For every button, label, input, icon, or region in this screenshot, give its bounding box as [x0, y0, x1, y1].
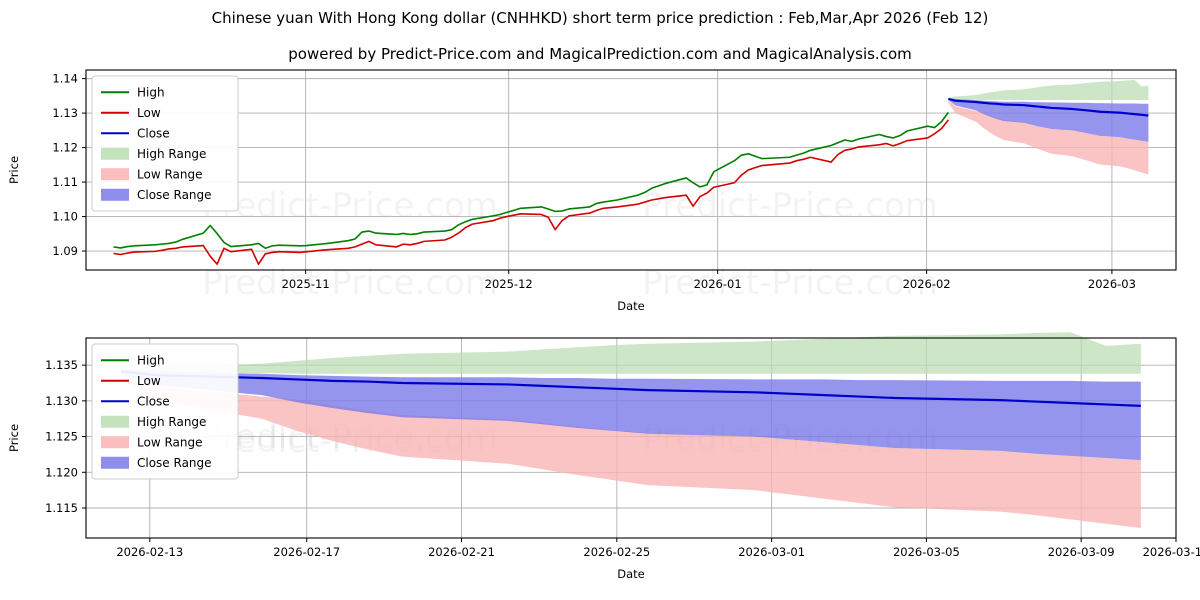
bottom-forecast-chart: Predict-Price.comPredict-Price.comPredic…	[0, 330, 1200, 600]
legend-item-high[interactable]: High	[101, 85, 165, 99]
x-tick-label: 2026-03	[1088, 277, 1136, 291]
legend-item-low-range[interactable]: Low Range	[101, 167, 202, 181]
x-axis-label: Date	[617, 567, 645, 581]
legend-band-swatch	[101, 168, 129, 181]
legend-band-swatch	[101, 188, 129, 201]
legend-item-low[interactable]: Low	[101, 374, 161, 388]
x-tick-label: 2026-03-05	[893, 545, 960, 559]
x-tick-label: 2026-02-17	[273, 545, 340, 559]
legend-item-close[interactable]: Close	[101, 394, 170, 408]
x-tick-label: 2026-02-25	[583, 545, 650, 559]
page-title: Chinese yuan With Hong Kong dollar (CNHH…	[211, 9, 989, 27]
x-axis-label: Date	[617, 299, 645, 313]
x-tick-label: 2026-02-13	[116, 545, 183, 559]
legend-item-label: Close	[137, 126, 170, 140]
y-axis-label: Price	[7, 156, 21, 184]
y-tick-label: 1.130	[45, 394, 78, 408]
y-tick-label: 1.11	[52, 175, 78, 189]
x-tick-label: 2026-03-09	[1048, 545, 1115, 559]
svg-text:Predict-Price.com: Predict-Price.com	[642, 186, 938, 226]
page-subtitle: powered by Predict-Price.com and Magical…	[288, 45, 912, 63]
legend-item-label: Close Range	[137, 456, 212, 470]
close-range-band	[121, 369, 1141, 461]
legend-item-label: Low	[137, 374, 161, 388]
legend-band-swatch	[101, 436, 129, 449]
legend-item-label: Low Range	[137, 435, 202, 449]
y-tick-label: 1.125	[45, 430, 78, 444]
legend-item-label: High Range	[137, 147, 206, 161]
top-price-chart: Predict-Price.com Predict-Price.com Predic…	[0, 62, 1200, 330]
x-tick-label: 2026-02	[903, 277, 951, 291]
legend-band-swatch	[101, 456, 129, 469]
svg-text:Predict-Price.com: Predict-Price.com	[642, 263, 938, 303]
svg-text:Predict-Price.com: Predict-Price.com	[202, 186, 498, 226]
forecast-bands	[948, 80, 1149, 175]
plot-frame	[85, 337, 1177, 539]
legend-item-label: Close Range	[137, 188, 212, 202]
legend-item-low[interactable]: Low	[101, 106, 161, 120]
legend-item-high-range[interactable]: High Range	[101, 147, 206, 161]
legend-item-label: High	[137, 353, 165, 367]
y-axis: 1.115 1.120 1.125 1.130 1.135	[45, 358, 86, 515]
legend-item-close-range[interactable]: Close Range	[101, 456, 212, 470]
y-tick-label: 1.120	[45, 465, 78, 479]
plot-frame	[85, 69, 1177, 271]
y-tick-label: 1.14	[52, 72, 78, 86]
top-chart-container: Predict-Price.com Predict-Price.com Predic…	[0, 62, 1200, 330]
x-axis: 2025-11 2025-12 2026-01 2026-02 2026-03	[282, 270, 1136, 291]
legend-item-close[interactable]: Close	[101, 126, 170, 140]
grid-lines	[86, 70, 1176, 270]
close-range-band	[948, 97, 1149, 142]
legend-item-label: Low Range	[137, 167, 202, 181]
legend: High Low Close High Range Low Range Close Ran…	[91, 75, 239, 212]
legend-band-swatch	[101, 147, 129, 160]
y-tick-label: 1.12	[52, 141, 78, 155]
legend-item-label: Close	[137, 394, 170, 408]
x-axis: 2026-02-13 2026-02-17 2026-02-21 2026-02-25…	[116, 538, 1200, 559]
y-tick-label: 1.135	[45, 358, 78, 372]
close-line	[948, 97, 1149, 117]
close-line	[121, 370, 1141, 407]
high-range-band	[121, 332, 1141, 374]
x-tick-label: 2026-01	[694, 277, 742, 291]
x-tick-label: 2026-03-01	[738, 545, 805, 559]
x-tick-label: 2026-03-13	[1143, 545, 1200, 559]
high-range-band	[948, 80, 1149, 100]
y-tick-label: 1.13	[52, 106, 78, 120]
legend-item-close-range[interactable]: Close Range	[101, 188, 212, 202]
svg-text:Predict-Price.com: Predict-Price.com	[202, 263, 498, 303]
high-line	[113, 111, 949, 250]
y-axis-label: Price	[7, 424, 21, 452]
forecast-bands	[121, 332, 1141, 528]
legend-item-label: Low	[137, 106, 161, 120]
legend-item-low-range[interactable]: Low Range	[101, 435, 202, 449]
legend-item-label: High Range	[137, 415, 206, 429]
legend-item-high-range[interactable]: High Range	[101, 415, 206, 429]
legend-band-swatch	[101, 415, 129, 428]
x-tick-label: 2025-12	[485, 277, 533, 291]
legend: High Low Close High Range Low Range Close Ran…	[91, 343, 239, 480]
y-tick-label: 1.115	[45, 501, 78, 515]
y-axis: 1.09 1.10 1.11 1.12 1.13 1.14	[52, 72, 86, 258]
legend-item-label: High	[137, 85, 165, 99]
history-series	[113, 111, 949, 265]
x-tick-label: 2025-11	[282, 277, 330, 291]
bottom-chart-container: Predict-Price.comPredict-Price.comPredic…	[0, 330, 1200, 600]
low-line	[113, 119, 949, 265]
legend-item-high[interactable]: High	[101, 353, 165, 367]
y-tick-label: 1.09	[52, 244, 78, 258]
y-tick-label: 1.10	[52, 210, 78, 224]
x-tick-label: 2026-02-21	[428, 545, 495, 559]
